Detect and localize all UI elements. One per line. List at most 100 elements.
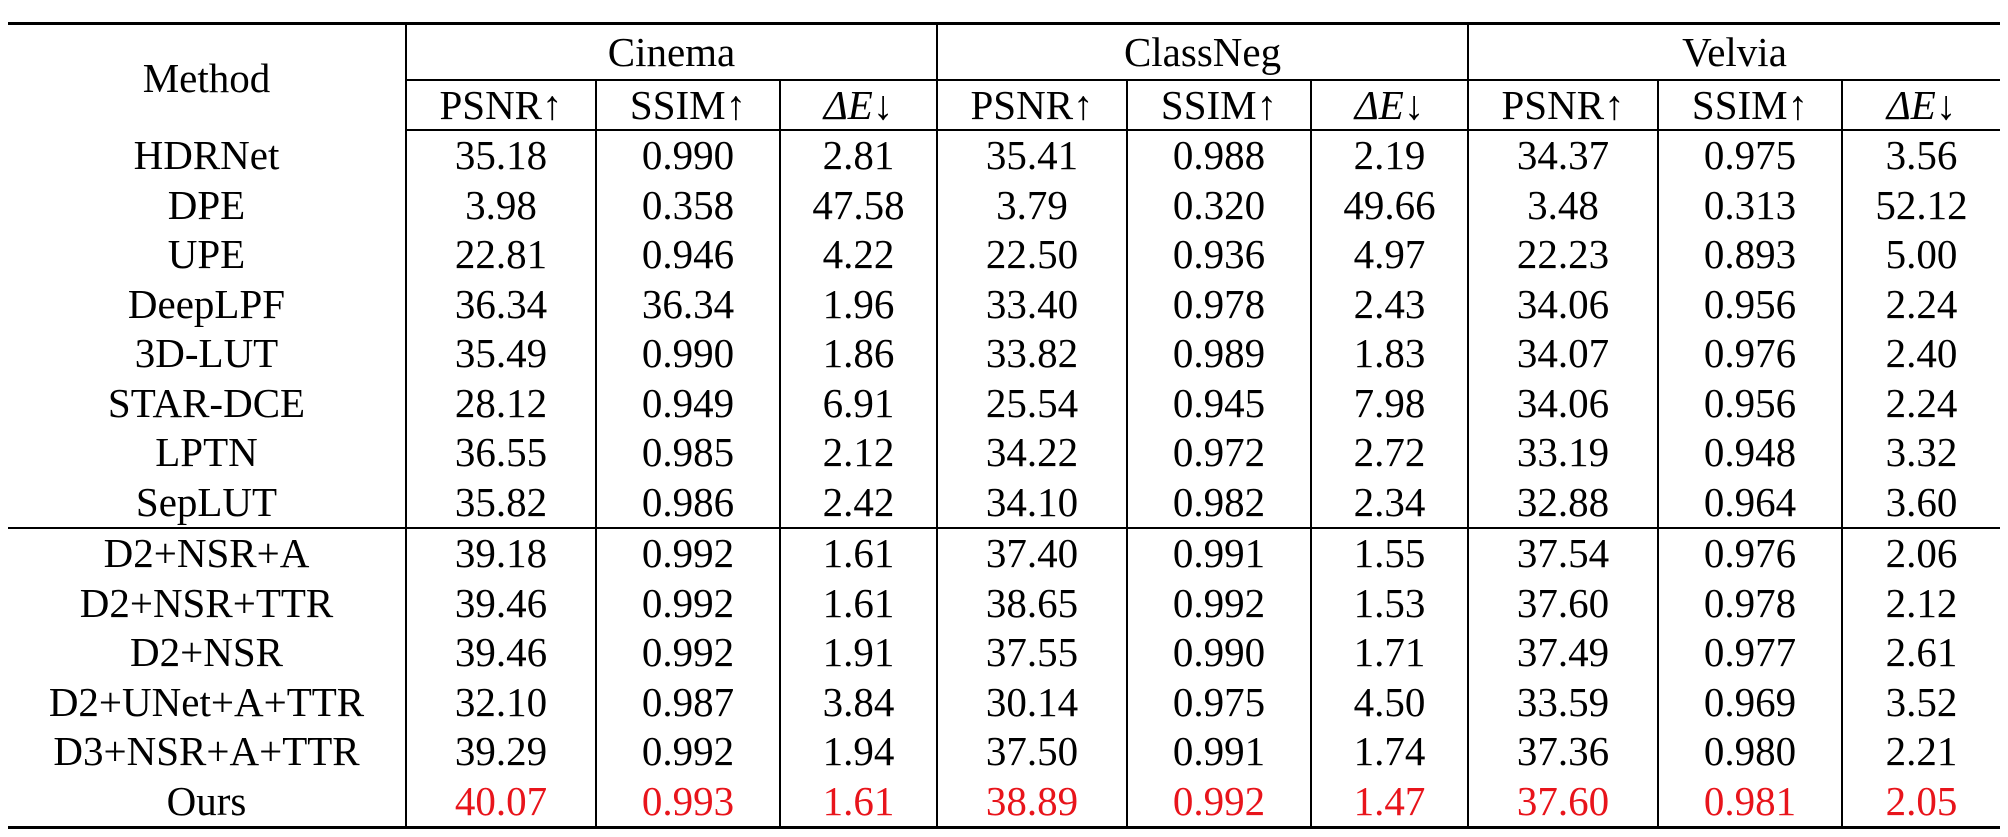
- value-cell: 1.53: [1310, 578, 1469, 628]
- value-cell: 0.969: [1657, 677, 1843, 727]
- method-name: LPTN: [155, 429, 258, 475]
- metric-header-psnr-2: PSNR↑: [1467, 80, 1659, 131]
- value-cell: 0.977: [1657, 628, 1843, 678]
- value-cell: 33.19: [1467, 428, 1659, 478]
- value-cell: 37.55: [936, 628, 1128, 678]
- value-cell: 40.07: [405, 776, 596, 829]
- group-header-velvia: Velvia: [1467, 22, 2001, 81]
- value-cell: 22.50: [936, 230, 1128, 280]
- value-cell: 1.94: [778, 727, 938, 777]
- metric-name: PSNR: [1501, 82, 1605, 128]
- value-cell: 0.992: [595, 727, 780, 777]
- value-cell: 2.42: [778, 477, 938, 529]
- group-header-cinema: Cinema: [404, 22, 938, 81]
- value-cell: 37.60: [1467, 776, 1659, 829]
- value-cell: 35.18: [405, 130, 596, 181]
- value-cell: 38.65: [936, 578, 1128, 628]
- value-cell: 39.29: [405, 727, 596, 777]
- value-cell: 0.975: [1657, 130, 1843, 181]
- value-cell: 6.91: [778, 378, 938, 428]
- value-cell: 0.978: [1126, 279, 1312, 329]
- value-cell: 1.86: [778, 329, 938, 379]
- value-cell: 1.91: [778, 628, 938, 678]
- value-cell: 37.40: [936, 528, 1128, 579]
- method-name: DPE: [167, 181, 246, 228]
- value-cell: 1.96: [778, 279, 938, 329]
- value-cell: 0.992: [595, 628, 780, 678]
- value-cell: 49.66: [1310, 180, 1469, 230]
- method-name: 3D-LUT: [134, 330, 279, 376]
- metric-name: SSIM: [1691, 82, 1788, 128]
- value-cell: 37.60: [1467, 578, 1659, 628]
- value-cell: 2.19: [1310, 130, 1469, 181]
- value-cell: 22.23: [1467, 230, 1659, 280]
- value-cell: 3.79: [936, 180, 1128, 230]
- arrow-up-icon: ↑: [1073, 82, 1094, 128]
- metric-name: PSNR: [970, 82, 1074, 128]
- method-header: Method: [8, 22, 406, 130]
- arrow-up-icon: ↑: [542, 82, 563, 128]
- value-cell: 34.37: [1467, 130, 1659, 181]
- value-cell: 0.990: [595, 130, 780, 181]
- metric-name: ΔE: [1886, 82, 1936, 128]
- table-row: UPE 22.81 0.946 4.22 22.50 0.936 4.97 22.23 0.89…: [8, 230, 2001, 280]
- group-header-classneg: ClassNeg: [936, 22, 1469, 81]
- table-row: Ours 40.07 0.993 1.61 38.89 0.992 1.47 37.60 0.9…: [8, 776, 2001, 829]
- method-name: D2+UNet+A+TTR: [48, 678, 365, 725]
- value-cell: 0.956: [1657, 279, 1843, 329]
- metric-header-delta-e-2: ΔE↓: [1841, 80, 2001, 131]
- value-cell: 33.82: [936, 329, 1128, 379]
- method-name: HDRNet: [133, 131, 280, 178]
- table-row: LPTN 36.55 0.985 2.12 34.22 0.972 2.72 33.19 0.9…: [8, 428, 2001, 478]
- results-table: Method Cinema ClassNeg Velvia PSNR↑ SSIM↑…: [8, 22, 2001, 829]
- value-cell: 33.40: [936, 279, 1128, 329]
- value-cell: 0.972: [1126, 428, 1312, 478]
- value-cell: 34.07: [1467, 329, 1659, 379]
- value-cell: 36.34: [405, 279, 596, 329]
- value-cell: 0.992: [595, 578, 780, 628]
- metric-name: ΔE: [1354, 82, 1404, 128]
- value-cell: 4.22: [778, 230, 938, 280]
- arrow-down-icon: ↓: [1403, 82, 1425, 128]
- value-cell: 2.06: [1841, 528, 2001, 579]
- value-cell: 1.47: [1310, 776, 1469, 829]
- value-cell: 2.12: [778, 428, 938, 478]
- value-cell: 34.22: [936, 428, 1128, 478]
- method-name: D2+NSR+A: [103, 530, 310, 576]
- metric-header-row: PSNR↑ SSIM↑ ΔE↓ PSNR↑ SSIM↑ ΔE↓ PSNR↑ SSIM↑ ΔE↓: [8, 80, 2001, 131]
- value-cell: 4.97: [1310, 230, 1469, 280]
- metric-name: PSNR: [439, 82, 543, 128]
- value-cell: 0.982: [1126, 477, 1312, 529]
- value-cell: 0.993: [595, 776, 780, 829]
- arrow-up-icon: ↑: [1256, 82, 1278, 128]
- value-cell: 0.980: [1657, 727, 1843, 777]
- value-cell: 0.893: [1657, 230, 1843, 280]
- value-cell: 0.990: [595, 329, 780, 379]
- metric-name: SSIM: [629, 82, 726, 128]
- table-row: D2+NSR+TTR 39.46 0.992 1.61 38.65 0.992 1.53 37…: [8, 578, 2001, 628]
- value-cell: 4.50: [1310, 677, 1469, 727]
- table-row: STAR-DCE 28.12 0.949 6.91 25.54 0.945 7.98 34.0…: [8, 378, 2001, 428]
- value-cell: 0.991: [1126, 528, 1312, 579]
- metric-header-delta-e-0: ΔE↓: [778, 80, 938, 131]
- value-cell: 0.987: [595, 677, 780, 727]
- value-cell: 0.992: [1126, 776, 1312, 829]
- value-cell: 30.14: [936, 677, 1128, 727]
- value-cell: 39.46: [405, 628, 596, 678]
- value-cell: 0.989: [1126, 329, 1312, 379]
- value-cell: 32.88: [1467, 477, 1659, 529]
- table-body: HDRNet 35.18 0.990 2.81 35.41 0.988 2.19 34.37 0…: [8, 130, 2001, 829]
- value-cell: 37.49: [1467, 628, 1659, 678]
- arrow-down-icon: ↓: [872, 82, 894, 128]
- value-cell: 0.975: [1126, 677, 1312, 727]
- value-cell: 38.89: [936, 776, 1128, 829]
- table-row: D2+NSR 39.46 0.992 1.91 37.55 0.990 1.71 37.49 0…: [8, 628, 2001, 678]
- value-cell: 35.82: [405, 477, 596, 529]
- method-name: SepLUT: [8, 477, 406, 529]
- value-cell: 0.978: [1657, 578, 1843, 628]
- value-cell: 2.43: [1310, 279, 1469, 329]
- value-cell: 2.05: [1841, 776, 2001, 829]
- arrow-up-icon: ↑: [725, 82, 747, 128]
- table-row: HDRNet 35.18 0.990 2.81 35.41 0.988 2.19 34.37 0…: [8, 130, 2001, 181]
- method-name: D2+NSR: [130, 629, 283, 675]
